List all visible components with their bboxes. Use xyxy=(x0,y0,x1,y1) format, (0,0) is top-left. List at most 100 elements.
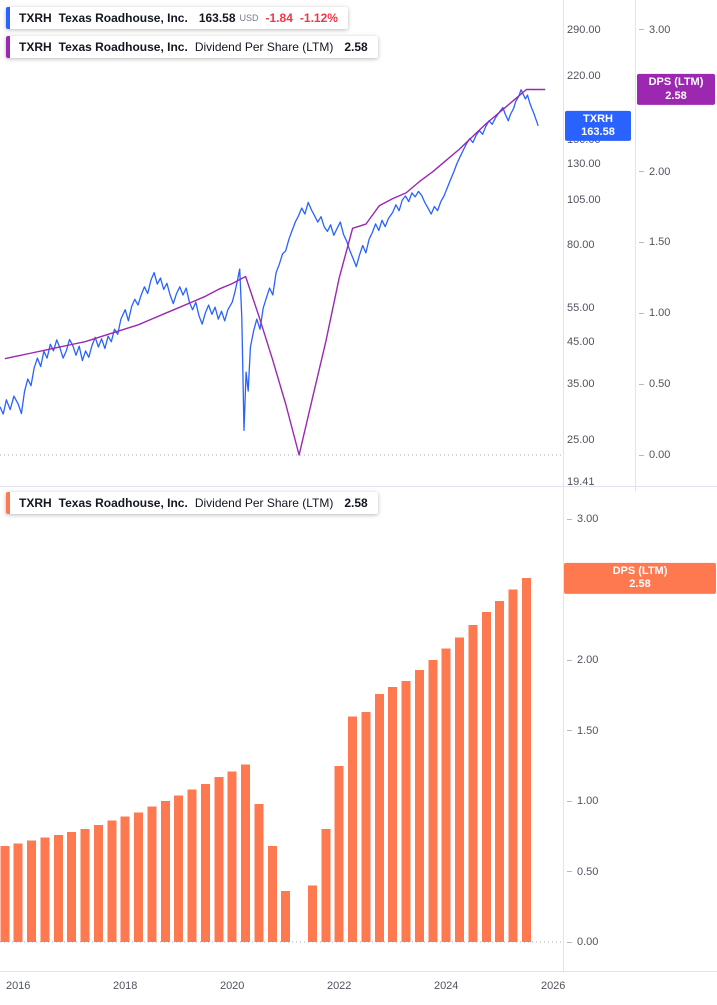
tick-mark xyxy=(567,730,572,731)
dps-bar[interactable] xyxy=(495,600,505,942)
dps-bar[interactable] xyxy=(0,846,10,942)
legend-value: 2.58 xyxy=(344,40,368,54)
axis-tick-label: 35.00 xyxy=(567,377,595,390)
tick-mark xyxy=(639,29,644,31)
axis-tick-label: 0.50 xyxy=(639,378,670,390)
dps-bar[interactable] xyxy=(508,589,518,943)
price-chart-plot[interactable] xyxy=(0,0,563,486)
time-tick-label: 2018 xyxy=(112,980,138,992)
flag-value: 2.58 xyxy=(629,578,651,591)
flag-symbol: TXRH xyxy=(583,112,613,125)
legend-dps-overlay[interactable]: TXRH Texas Roadhouse, Inc. Dividend Per … xyxy=(6,36,378,58)
dps-bar[interactable] xyxy=(107,820,117,942)
axis-tick-label: 0.00 xyxy=(639,449,670,461)
tick-mark xyxy=(639,241,644,243)
flag-metric: DPS (LTM) xyxy=(612,565,668,578)
time-axis-border xyxy=(0,971,717,972)
axis-tick-label: 3.00 xyxy=(567,513,598,525)
dividend-scale-bottom[interactable]: 3.002.502.001.501.000.500.00 xyxy=(563,486,717,971)
series-color-bar xyxy=(6,36,10,58)
tick-mark xyxy=(639,383,644,385)
axis-tick-label: 3.00 xyxy=(639,24,670,36)
tick-mark xyxy=(639,171,644,173)
legend-company-name: Texas Roadhouse, Inc. xyxy=(58,11,188,25)
dps-bar[interactable] xyxy=(254,803,264,942)
legend-currency: USD xyxy=(239,13,259,23)
time-scale[interactable]: 2016 2018 2020 2022 2024 2026 xyxy=(0,971,717,1005)
dps-bar[interactable] xyxy=(67,832,77,942)
axis-tick-label: 25.00 xyxy=(567,434,595,447)
price-scale-border xyxy=(563,0,564,971)
dps-bar[interactable] xyxy=(468,624,478,943)
tick-mark xyxy=(567,941,572,943)
dps-bar[interactable] xyxy=(281,891,291,942)
dps-bar[interactable] xyxy=(200,784,210,942)
dps-bar[interactable] xyxy=(53,834,63,942)
dps-bar[interactable] xyxy=(388,686,398,942)
dividend-chart-plot[interactable] xyxy=(0,486,563,971)
flag-metric: DPS (LTM) xyxy=(648,76,704,89)
legend-last-price: 163.58 xyxy=(198,11,236,25)
dps-bar[interactable] xyxy=(120,816,130,943)
price-scale[interactable]: 290.00220.00150.00130.00105.0080.0055.00… xyxy=(563,0,635,489)
dps-bar[interactable] xyxy=(40,837,50,942)
price-last-value-flag: TXRH 163.58 xyxy=(565,110,631,141)
tick-mark xyxy=(567,871,572,872)
dps-value-flag-top: DPS (LTM) 2.58 xyxy=(637,74,715,105)
axis-tick-label: 45.00 xyxy=(567,335,595,348)
legend-price-series[interactable]: TXRH Texas Roadhouse, Inc. 163.58 USD -1… xyxy=(6,7,348,29)
dividend-scale-top[interactable]: 3.002.502.001.501.000.500.00 xyxy=(635,0,717,486)
dps-bar[interactable] xyxy=(93,825,103,942)
dps-bar[interactable] xyxy=(307,885,317,942)
legend-company-name: Texas Roadhouse, Inc. xyxy=(58,496,188,510)
axis-tick-label: 130.00 xyxy=(567,158,601,171)
dps-bar[interactable] xyxy=(214,777,224,942)
dps-bar[interactable] xyxy=(414,669,424,942)
dps-bar[interactable] xyxy=(134,812,144,942)
axis-tick-label: 1.50 xyxy=(639,236,670,248)
axis-tick-label: 220.00 xyxy=(567,70,601,83)
dps-bar[interactable] xyxy=(401,681,411,942)
axis-tick-label: 1.00 xyxy=(567,795,598,807)
dividend-scale-border xyxy=(635,0,636,491)
axis-tick-label: 0.50 xyxy=(567,866,598,878)
dps-bar[interactable] xyxy=(267,846,277,942)
axis-tick-label: 290.00 xyxy=(567,24,601,36)
dps-bar[interactable] xyxy=(334,765,344,943)
price-line-series[interactable] xyxy=(0,89,539,431)
dps-bar[interactable] xyxy=(374,693,384,942)
legend-metric: Dividend Per Share (LTM) xyxy=(194,40,334,54)
dps-bar[interactable] xyxy=(348,716,358,942)
dps-bar[interactable] xyxy=(13,843,23,942)
dps-bar[interactable] xyxy=(174,795,184,942)
legend-dps-bars[interactable]: TXRH Texas Roadhouse, Inc. Dividend Per … xyxy=(6,492,378,514)
dps-bar[interactable] xyxy=(147,806,157,942)
panel-separator[interactable] xyxy=(0,486,717,487)
legend-change: -1.84 xyxy=(265,11,293,25)
legend-symbol: TXRH xyxy=(19,40,52,54)
tick-mark xyxy=(639,312,644,314)
time-tick-label: 2026 xyxy=(540,980,566,992)
axis-tick-label: 19.41 xyxy=(567,476,595,489)
series-color-bar xyxy=(6,7,10,29)
dps-bar[interactable] xyxy=(321,829,331,942)
dps-bar[interactable] xyxy=(521,578,531,942)
dps-bar[interactable] xyxy=(27,840,37,943)
axis-tick-label: 1.00 xyxy=(639,307,670,319)
dps-bar[interactable] xyxy=(455,637,465,942)
dps-bar[interactable] xyxy=(160,801,170,942)
dps-line-series[interactable] xyxy=(4,88,546,456)
dps-bar[interactable] xyxy=(241,764,251,942)
dps-bar[interactable] xyxy=(227,771,237,942)
time-tick-label: 2020 xyxy=(219,980,245,992)
dps-bar[interactable] xyxy=(80,829,90,942)
dps-bar[interactable] xyxy=(481,612,491,942)
dps-bar[interactable] xyxy=(441,648,451,942)
dps-bar[interactable] xyxy=(187,789,197,942)
time-tick-label: 2024 xyxy=(433,980,459,992)
flag-value: 2.58 xyxy=(665,89,687,102)
dps-bar[interactable] xyxy=(428,660,438,942)
time-tick-label: 2016 xyxy=(5,980,31,992)
dps-bar[interactable] xyxy=(361,712,371,942)
